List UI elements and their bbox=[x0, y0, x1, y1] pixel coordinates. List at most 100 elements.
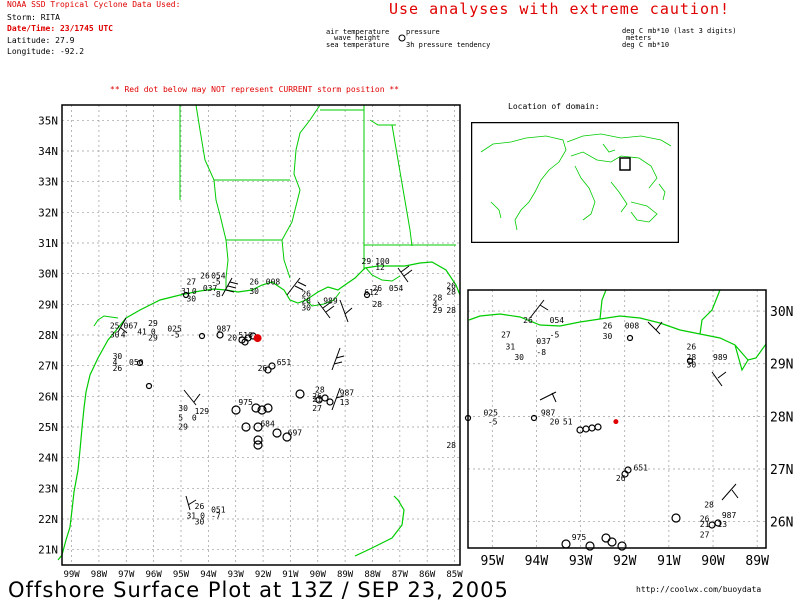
station-value: 28 bbox=[315, 386, 325, 395]
station-value: 29 bbox=[178, 422, 188, 431]
station-value: 4 bbox=[113, 358, 118, 367]
legend-mb-last3: mb*10 (last 3 digits) bbox=[648, 27, 737, 35]
inset-station-value: 975 bbox=[572, 533, 587, 542]
legend-pressure-tendency: 3h pressure tendency bbox=[406, 41, 490, 49]
station-value: 28 bbox=[433, 294, 443, 303]
inset-lon-label: 90W bbox=[701, 554, 725, 569]
storm-datetime: Date/Time: 23/1745 UTC bbox=[7, 24, 113, 33]
station-value: 651 bbox=[277, 358, 292, 367]
inset-longitude-labels: 95W 94W 93W 92W 91W 90W 89W bbox=[481, 554, 770, 569]
station-value: 037 bbox=[203, 284, 218, 293]
station-value: 26 bbox=[312, 392, 322, 401]
inset-station-value: 054 bbox=[550, 316, 565, 325]
world-location-map bbox=[471, 122, 679, 243]
legend-deg-c-bottom: deg C bbox=[622, 41, 643, 49]
lon-label: 85W bbox=[446, 570, 463, 580]
station-value: 050 bbox=[129, 358, 144, 367]
station-value: 27 bbox=[312, 404, 322, 413]
station-value: 0 bbox=[192, 413, 197, 422]
legend-pressure: pressure bbox=[406, 28, 440, 36]
legend-mb10: mb*10 bbox=[648, 41, 669, 49]
inset-station-circles bbox=[464, 334, 722, 551]
inset-wind-barbs bbox=[529, 299, 739, 501]
lat-label: 31N bbox=[38, 237, 58, 250]
station-value: 100 bbox=[375, 257, 390, 266]
domain-box bbox=[619, 157, 631, 171]
inset-lon-label: 93W bbox=[569, 554, 593, 569]
station-value: 30 bbox=[301, 303, 311, 312]
station-value: 697 bbox=[288, 429, 303, 438]
station-value: 067 bbox=[124, 321, 139, 330]
inset-station-value: 987 bbox=[541, 408, 556, 417]
main-map-frame bbox=[61, 104, 461, 566]
station-value: 29 bbox=[362, 257, 372, 266]
inset-coastline bbox=[468, 289, 767, 372]
inset-station-value: 31 bbox=[506, 342, 516, 351]
inset-station-value: 30 bbox=[514, 353, 524, 362]
station-value: 26 bbox=[301, 290, 311, 299]
inset-lon-label: 94W bbox=[525, 554, 549, 569]
inset-station-value: 51 bbox=[563, 417, 573, 426]
station-value: 30 bbox=[195, 518, 205, 527]
station-value: 30 bbox=[186, 294, 196, 303]
inset-station-value: 27 bbox=[700, 530, 710, 539]
storm-position-warning: ** Red dot below may NOT represent CURRE… bbox=[110, 85, 399, 94]
lon-label: 96W bbox=[146, 570, 163, 580]
station-value: 129 bbox=[195, 407, 210, 416]
station-value: 13 bbox=[340, 398, 350, 407]
station-value: -7 bbox=[211, 511, 221, 520]
main-coastline bbox=[57, 104, 461, 561]
inset-station-value: 025 bbox=[483, 408, 498, 417]
station-value: -5 bbox=[211, 278, 221, 287]
inset-station-value: 20 bbox=[550, 417, 560, 426]
lat-label: 34N bbox=[38, 145, 58, 158]
legend-sea-temperature: sea temperature bbox=[326, 41, 389, 49]
lat-label: 33N bbox=[38, 176, 58, 189]
station-circle-icon bbox=[398, 34, 406, 42]
station-value: 0 bbox=[192, 287, 197, 296]
domain-location-label: Location of domain: bbox=[508, 102, 600, 111]
legend-deg-c-top: deg C bbox=[622, 27, 643, 35]
inset-station-value: 30 bbox=[603, 332, 613, 341]
lat-label: 32N bbox=[38, 206, 58, 219]
station-value: 29 bbox=[148, 319, 158, 328]
inset-lon-label: 92W bbox=[613, 554, 637, 569]
main-longitude-labels: 99W 98W 97W 96W 95W 94W 93W 92W 91W 90W 89W 88W 87W 8… bbox=[63, 570, 463, 580]
lat-label: 29N bbox=[38, 298, 58, 311]
lat-label: 27N bbox=[38, 360, 58, 373]
lon-label: 90W bbox=[310, 570, 327, 580]
lat-label: 30N bbox=[38, 268, 58, 281]
legend-wave-height: wave height bbox=[334, 34, 380, 42]
station-value: 975 bbox=[238, 398, 253, 407]
station-value: 21 bbox=[312, 395, 322, 404]
storm-name: Storm: RITA bbox=[7, 13, 60, 22]
inset-lat-label: 26N bbox=[770, 516, 793, 531]
station-value: 28 bbox=[301, 297, 311, 306]
inset-storm-position-marker bbox=[613, 419, 619, 425]
inset-lon-label: 95W bbox=[481, 554, 505, 569]
station-value: 0 bbox=[151, 327, 156, 336]
storm-longitude: Longitude: -92.2 bbox=[7, 47, 85, 56]
inset-station-value: -8 bbox=[536, 348, 546, 357]
inset-station-value: 987 bbox=[722, 511, 737, 520]
inset-station-value: 21 bbox=[700, 520, 710, 529]
station-model-legend: air temperature pressure wave height sea… bbox=[326, 28, 490, 49]
lat-label: 22N bbox=[38, 513, 58, 526]
station-value: 26 bbox=[372, 284, 382, 293]
main-map-grid bbox=[62, 105, 460, 565]
station-value: 008 bbox=[266, 278, 281, 287]
station-value: 20 bbox=[227, 334, 237, 343]
source-url[interactable]: http://coolwx.com/buoydata bbox=[636, 585, 762, 594]
station-value: 12 bbox=[375, 263, 385, 272]
station-value: 0 bbox=[200, 511, 205, 520]
inset-station-value: 989 bbox=[713, 353, 728, 362]
station-value: 28 bbox=[446, 441, 456, 450]
station-value: 987 bbox=[340, 389, 355, 398]
station-value: 26 bbox=[113, 364, 123, 373]
inset-station-value: 037 bbox=[536, 337, 551, 346]
lon-label: 91W bbox=[282, 570, 299, 580]
station-value: 29 bbox=[148, 334, 158, 343]
lat-label: 35N bbox=[38, 114, 58, 127]
